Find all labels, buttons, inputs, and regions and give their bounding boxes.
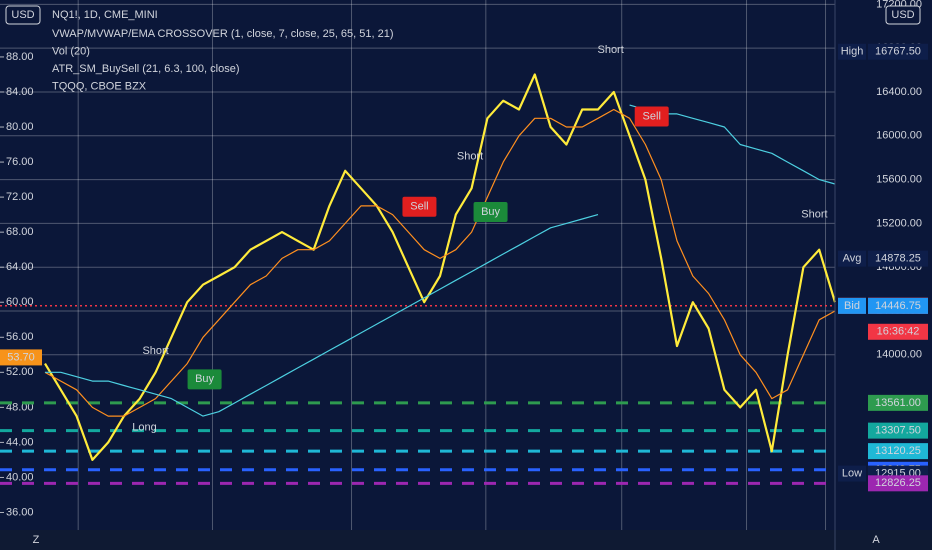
signal-box <box>187 369 222 390</box>
signal-label: Long <box>132 421 156 433</box>
price-tag <box>868 43 928 60</box>
y2-tick-label: 16400.00 <box>876 86 922 98</box>
signal-label: Sell <box>410 201 428 213</box>
signal-label: Short <box>597 44 623 56</box>
y-tick-label: 52.00 <box>6 366 34 378</box>
y-tick-label: 44.00 <box>6 436 34 448</box>
currency-box <box>5 5 41 25</box>
tag-label: Low <box>842 468 862 480</box>
legend-entry: VWAP/MVWAP/EMA CROSSOVER (1, close, 7, c… <box>52 28 394 40</box>
corner-left: Z <box>33 534 40 546</box>
signal-label: Buy <box>195 373 214 385</box>
price-tag <box>868 475 928 492</box>
countdown: 16:36:42 <box>877 326 920 338</box>
signal-box <box>473 202 508 222</box>
tag-label-box <box>838 465 866 482</box>
price-tag-text: 13120.25 <box>875 445 921 457</box>
tags: High16767.50Avg14878.25Ask14447.5014447.… <box>0 43 928 492</box>
series-line <box>44 108 836 417</box>
price-tag-text: 13307.50 <box>875 425 921 437</box>
price-tag-text: 16767.50 <box>875 46 921 58</box>
signal-label: Short <box>801 209 827 221</box>
price-tag-text: 14878.25 <box>875 253 921 265</box>
tag-label: Avg <box>843 253 862 265</box>
price-tag-text: 12826.25 <box>875 477 921 489</box>
price-tag <box>868 297 928 314</box>
price-tag <box>868 422 928 439</box>
signal-label: Short <box>142 345 168 357</box>
price-tag <box>868 394 928 411</box>
currency-box <box>885 5 921 25</box>
left-price-tag <box>0 349 42 366</box>
price-tag-text: 13561.00 <box>875 397 921 409</box>
y-tick-label: 40.00 <box>6 471 34 483</box>
y-tick-label: 88.00 <box>6 51 34 63</box>
x-axis-strip <box>0 530 932 550</box>
price-tag-text: 14446.75 <box>875 300 921 312</box>
y2-tick-label: 14000.00 <box>876 349 922 361</box>
price-tag <box>868 443 928 460</box>
currency-right: USD <box>891 9 914 21</box>
series-line <box>44 73 837 461</box>
legend: USD USD NQ1!, 1D, CME_MINI VWAP/MVWAP/EMA C… <box>5 5 921 546</box>
y-tick-label: 84.00 <box>6 86 34 98</box>
y2-tick-label: 17200.00 <box>876 0 922 10</box>
marks: Buy Buy Sell Sell Short Short Short Short Long <box>44 44 837 461</box>
chart-title: NQ1!, 1D, CME_MINI <box>52 9 158 21</box>
price-tag <box>868 250 928 267</box>
y-tick-label: 36.00 <box>6 506 34 518</box>
signal-label: Sell <box>643 110 661 122</box>
y2-tick-label: 15200.00 <box>876 217 922 229</box>
y-tick-label: 64.00 <box>6 261 34 273</box>
tag-label-box <box>838 297 866 314</box>
countdown-box <box>868 323 928 340</box>
signal-box <box>402 196 437 217</box>
y2-tick-label: 16000.00 <box>876 130 922 142</box>
tag-label: Bid <box>844 300 860 312</box>
signal-label: Short <box>457 151 483 163</box>
signal-label: Buy <box>481 206 500 218</box>
tag-label-box <box>838 250 866 267</box>
y-tick-label: 68.00 <box>6 226 34 238</box>
currency-left: USD <box>11 9 34 21</box>
y-tick-label: 56.00 <box>6 331 34 343</box>
corner-right: A <box>872 534 880 546</box>
y-tick-label: 80.00 <box>6 121 34 133</box>
tag-label: High <box>841 46 864 58</box>
tag-label-box <box>838 43 866 60</box>
y-tick-label: 76.00 <box>6 156 34 168</box>
legend-entry: Vol (20) <box>52 45 90 57</box>
legend-entry: TQQQ, CBOE BZX <box>52 80 147 92</box>
signal-box <box>634 106 669 127</box>
left-price-tag-text: 53.70 <box>7 351 35 363</box>
legend-entry: ATR_SM_BuySell (21, 6.3, 100, close) <box>52 63 240 75</box>
y2-tick-label: 15600.00 <box>876 173 922 185</box>
y-tick-label: 72.00 <box>6 191 34 203</box>
